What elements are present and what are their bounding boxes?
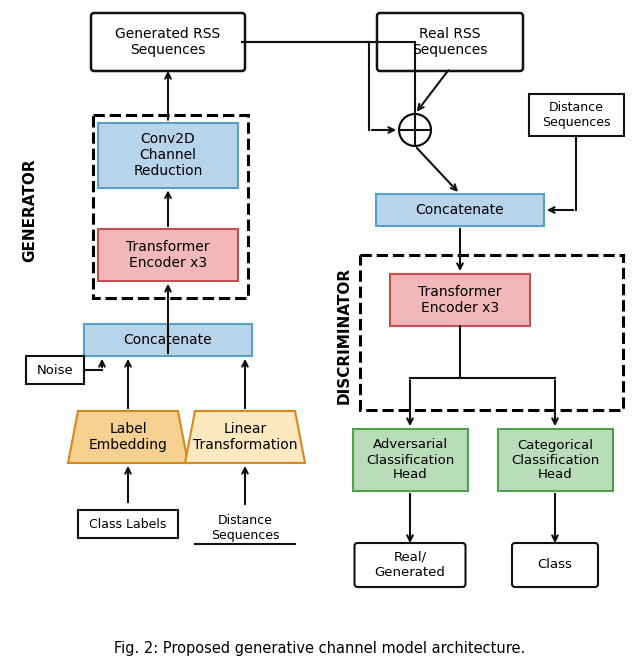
Bar (98, 229, 238, 281)
FancyBboxPatch shape (377, 13, 523, 71)
Bar (390, 274, 530, 326)
Polygon shape (68, 411, 188, 463)
FancyBboxPatch shape (91, 13, 245, 71)
Bar (497, 429, 612, 491)
Text: Class Labels: Class Labels (90, 517, 166, 531)
Text: Linear
Transformation: Linear Transformation (193, 422, 297, 452)
Bar (360, 255, 623, 410)
FancyBboxPatch shape (355, 543, 465, 587)
Bar (376, 194, 544, 226)
Bar (93, 115, 248, 298)
Text: Concatenate: Concatenate (124, 333, 212, 347)
Text: Concatenate: Concatenate (416, 203, 504, 217)
Text: GENERATOR: GENERATOR (22, 158, 38, 262)
Text: Categorical
Classification
Head: Categorical Classification Head (511, 438, 599, 482)
Bar (98, 123, 238, 188)
Text: Transformer
Encoder x3: Transformer Encoder x3 (126, 240, 210, 270)
Bar (84, 324, 252, 356)
Polygon shape (185, 411, 305, 463)
Text: Generated RSS
Sequences: Generated RSS Sequences (115, 27, 221, 57)
FancyBboxPatch shape (512, 543, 598, 587)
Text: Class: Class (538, 559, 572, 572)
Text: Fig. 2: Proposed generative channel model architecture.: Fig. 2: Proposed generative channel mode… (115, 641, 525, 655)
Text: Conv2D
Channel
Reduction: Conv2D Channel Reduction (133, 132, 203, 178)
Text: Distance
Sequences: Distance Sequences (541, 101, 611, 129)
Bar (78, 510, 178, 538)
Text: Adversarial
Classification
Head: Adversarial Classification Head (366, 438, 454, 482)
Text: Distance
Sequences: Distance Sequences (211, 514, 279, 542)
Circle shape (399, 114, 431, 146)
Text: Noise: Noise (36, 364, 74, 377)
Text: Real/
Generated: Real/ Generated (374, 551, 445, 579)
Text: Real RSS
Sequences: Real RSS Sequences (412, 27, 488, 57)
Bar (353, 429, 467, 491)
Text: Label
Embedding: Label Embedding (88, 422, 168, 452)
Bar (26, 356, 84, 384)
Text: Transformer
Encoder x3: Transformer Encoder x3 (419, 285, 502, 315)
Text: DISCRIMINATOR: DISCRIMINATOR (337, 267, 351, 403)
Bar (529, 94, 623, 136)
